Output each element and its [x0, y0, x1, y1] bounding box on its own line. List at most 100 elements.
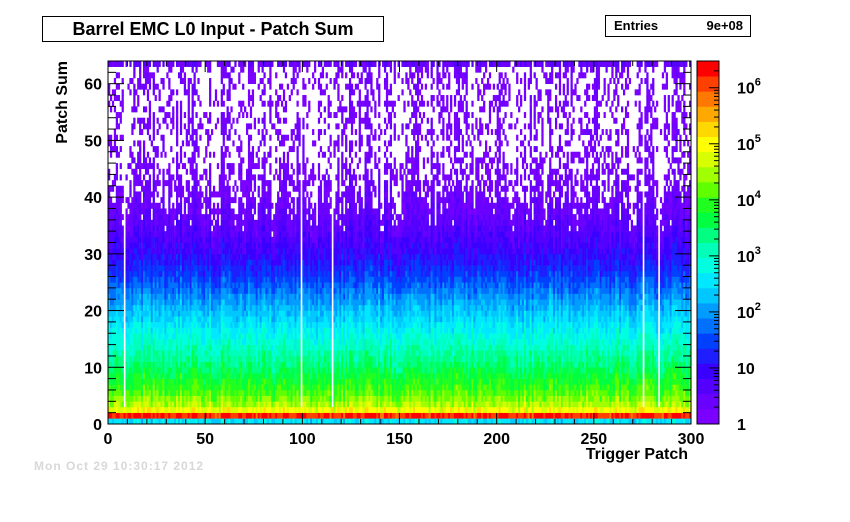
heatmap-cell: [113, 208, 117, 215]
heatmap-cell: [201, 270, 204, 277]
heatmap-cell: [109, 270, 113, 277]
heatmap-cell: [158, 310, 161, 317]
heatmap-cell: [263, 236, 266, 243]
heatmap-cell: [220, 350, 223, 357]
heatmap-cell: [242, 350, 245, 357]
heatmap-cell: [193, 236, 196, 243]
heatmap-cell: [141, 236, 144, 243]
heatmap-cell: [288, 401, 291, 408]
heatmap-cell: [230, 219, 233, 226]
heatmap-cell: [127, 253, 130, 260]
heatmap-cell: [298, 225, 301, 232]
heatmap-cell: [199, 248, 202, 255]
heatmap-cell: [174, 418, 177, 425]
heatmap-cell: [236, 225, 239, 232]
heatmap-cell: [176, 293, 179, 300]
heatmap-cell: [269, 355, 272, 362]
heatmap-cell: [282, 151, 286, 158]
heatmap-cell: [197, 231, 200, 238]
heatmap-cell: [172, 287, 175, 294]
heatmap-cell: [189, 157, 192, 164]
heatmap-cell: [111, 372, 115, 379]
heatmap-cell: [203, 236, 206, 243]
heatmap-cell: [158, 389, 161, 396]
heatmap-cell: [131, 168, 134, 175]
heatmap-cell: [164, 316, 167, 323]
heatmap-cell: [242, 112, 245, 119]
heatmap-cell: [245, 333, 249, 340]
heatmap-cell: [259, 333, 262, 340]
heatmap-cell: [141, 304, 144, 311]
heatmap-cell: [257, 350, 260, 357]
heatmap-cell: [137, 163, 140, 170]
heatmap-cell: [220, 180, 223, 187]
heatmap-cell: [216, 338, 220, 345]
heatmap-cell: [277, 293, 280, 300]
heatmap-cell: [245, 259, 249, 266]
heatmap-cell: [242, 333, 245, 340]
heatmap-cell: [127, 372, 130, 379]
heatmap-cell: [298, 134, 301, 141]
heatmap-cell: [181, 418, 185, 425]
heatmap-cell: [160, 214, 163, 221]
heatmap-cell: [253, 361, 256, 368]
heatmap-cell: [286, 367, 290, 374]
heatmap-cell: [193, 61, 196, 67]
heatmap-cell: [172, 412, 175, 419]
heatmap-cell: [152, 333, 155, 340]
heatmap-cell: [121, 321, 124, 328]
heatmap-cell: [245, 248, 249, 255]
heatmap-cell: [162, 242, 165, 249]
heatmap-cell: [146, 338, 150, 345]
heatmap-cell: [121, 344, 124, 351]
heatmap-cell: [288, 406, 291, 413]
heatmap-cell: [284, 327, 288, 334]
heatmap-cell: [294, 372, 297, 379]
heatmap-cell: [199, 327, 202, 334]
heatmap-cell: [139, 168, 142, 175]
heatmap-cell: [242, 231, 245, 238]
heatmap-cell: [238, 151, 241, 158]
heatmap-cell: [249, 355, 253, 362]
heatmap-cell: [154, 299, 157, 306]
heatmap-cell: [218, 361, 222, 368]
heatmap-cell: [183, 344, 187, 351]
heatmap-cell: [185, 140, 188, 147]
heatmap-cell: [245, 287, 249, 294]
heatmap-cell: [133, 310, 136, 317]
heatmap-cell: [296, 89, 299, 96]
heatmap-cell: [302, 327, 305, 334]
heatmap-cell: [172, 112, 175, 119]
heatmap-cell: [247, 168, 251, 175]
heatmap-cell: [191, 197, 194, 204]
heatmap-cell: [224, 219, 227, 226]
heatmap-cell: [144, 270, 148, 277]
heatmap-cell: [201, 316, 204, 323]
heatmap-cell: [269, 327, 272, 334]
heatmap-cell: [212, 401, 216, 408]
heatmap-cell: [125, 61, 128, 67]
heatmap-cell: [166, 180, 169, 187]
heatmap-cell: [195, 242, 198, 249]
heatmap-cell: [135, 163, 138, 170]
heatmap-cell: [187, 214, 190, 221]
heatmap-cell: [146, 72, 150, 79]
heatmap-cell: [234, 344, 237, 351]
heatmap-cell: [308, 287, 311, 294]
heatmap-cell: [224, 367, 227, 374]
heatmap-cell: [205, 265, 208, 272]
heatmap-cell: [131, 259, 134, 266]
heatmap-cell: [168, 361, 171, 368]
heatmap-cell: [242, 401, 245, 408]
heatmap-cell: [224, 146, 227, 153]
heatmap-cell: [279, 355, 282, 362]
heatmap-cell: [222, 333, 225, 340]
heatmap-cell: [177, 372, 181, 379]
heatmap-cell: [290, 197, 293, 204]
heatmap-cell: [209, 89, 212, 96]
heatmap-cell: [181, 304, 185, 311]
heatmap-cell: [191, 225, 194, 232]
heatmap-cell: [263, 412, 266, 419]
heatmap-cell: [197, 208, 200, 215]
heatmap-cell: [189, 389, 192, 396]
